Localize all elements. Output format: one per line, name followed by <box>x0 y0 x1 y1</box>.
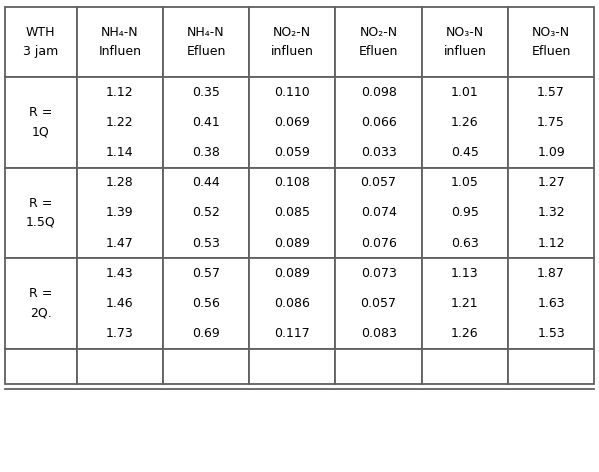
Bar <box>335 7 422 77</box>
Text: 0.44: 0.44 <box>192 176 220 189</box>
Text: 0.56: 0.56 <box>192 297 220 310</box>
Text: 1.22: 1.22 <box>106 116 134 129</box>
Bar <box>249 7 335 77</box>
Text: 1.26: 1.26 <box>451 327 479 340</box>
Text: 0.057: 0.057 <box>361 297 397 310</box>
Text: 1.87: 1.87 <box>537 267 565 280</box>
Bar <box>5 349 77 384</box>
Bar <box>163 168 249 258</box>
Text: 0.38: 0.38 <box>192 146 220 159</box>
Text: 1.01: 1.01 <box>451 85 479 99</box>
Text: 1.46: 1.46 <box>106 297 134 310</box>
Bar <box>77 168 163 258</box>
Text: 0.45: 0.45 <box>451 146 479 159</box>
Text: 0.073: 0.073 <box>361 267 397 280</box>
Text: 0.53: 0.53 <box>192 236 220 250</box>
Text: 0.089: 0.089 <box>274 236 310 250</box>
Text: R =
1Q: R = 1Q <box>29 106 53 138</box>
Bar <box>77 77 163 168</box>
Text: NO₂-N
influen: NO₂-N influen <box>271 26 314 58</box>
Text: 1.14: 1.14 <box>106 146 134 159</box>
Bar <box>335 168 422 258</box>
Bar <box>5 7 77 77</box>
Text: 0.086: 0.086 <box>274 297 310 310</box>
Bar <box>5 77 77 168</box>
Text: NO₃-N
Efluen: NO₃-N Efluen <box>531 26 571 58</box>
Text: 1.75: 1.75 <box>537 116 565 129</box>
Bar <box>335 77 422 168</box>
Text: 0.059: 0.059 <box>274 146 310 159</box>
Bar <box>77 258 163 349</box>
Text: 1.47: 1.47 <box>106 236 134 250</box>
Bar <box>422 77 508 168</box>
Text: 0.110: 0.110 <box>274 85 310 99</box>
Bar <box>77 7 163 77</box>
Text: 0.069: 0.069 <box>274 116 310 129</box>
Text: 0.35: 0.35 <box>192 85 220 99</box>
Bar <box>422 349 508 384</box>
Text: 0.089: 0.089 <box>274 267 310 280</box>
Text: NO₃-N
influen: NO₃-N influen <box>443 26 486 58</box>
Bar <box>249 258 335 349</box>
Text: 1.53: 1.53 <box>537 327 565 340</box>
Bar <box>5 168 77 258</box>
Text: 0.69: 0.69 <box>192 327 220 340</box>
Text: 1.63: 1.63 <box>537 297 565 310</box>
Bar <box>422 7 508 77</box>
Text: 1.05: 1.05 <box>451 176 479 189</box>
Text: 0.098: 0.098 <box>361 85 397 99</box>
Text: 0.95: 0.95 <box>451 206 479 219</box>
Bar <box>163 258 249 349</box>
Bar <box>508 349 594 384</box>
Bar <box>422 258 508 349</box>
Text: 1.26: 1.26 <box>451 116 479 129</box>
Bar <box>508 77 594 168</box>
Bar <box>163 349 249 384</box>
Bar <box>508 258 594 349</box>
Text: 1.12: 1.12 <box>106 85 134 99</box>
Bar <box>5 258 77 349</box>
Text: 1.43: 1.43 <box>106 267 134 280</box>
Text: 0.63: 0.63 <box>451 236 479 250</box>
Text: 0.108: 0.108 <box>274 176 310 189</box>
Text: 0.41: 0.41 <box>192 116 220 129</box>
Bar <box>163 77 249 168</box>
Text: 0.083: 0.083 <box>361 327 397 340</box>
Bar <box>508 7 594 77</box>
Text: 0.57: 0.57 <box>192 267 220 280</box>
Text: NH₄-N
Influen: NH₄-N Influen <box>98 26 141 58</box>
Text: 0.52: 0.52 <box>192 206 220 219</box>
Text: R =
1.5Q: R = 1.5Q <box>26 197 56 229</box>
Text: 1.39: 1.39 <box>106 206 134 219</box>
Text: 1.09: 1.09 <box>537 146 565 159</box>
Text: 1.57: 1.57 <box>537 85 565 99</box>
Text: R =
2Q.: R = 2Q. <box>29 287 53 320</box>
Text: 0.076: 0.076 <box>361 236 397 250</box>
Text: 1.28: 1.28 <box>106 176 134 189</box>
Text: 1.73: 1.73 <box>106 327 134 340</box>
Bar <box>249 349 335 384</box>
Bar <box>508 168 594 258</box>
Bar <box>422 168 508 258</box>
Text: 0.085: 0.085 <box>274 206 310 219</box>
Bar <box>335 349 422 384</box>
Text: 1.32: 1.32 <box>537 206 565 219</box>
Bar <box>77 349 163 384</box>
Text: 1.12: 1.12 <box>537 236 565 250</box>
Text: 0.057: 0.057 <box>361 176 397 189</box>
Bar <box>249 168 335 258</box>
Text: NO₂-N
Efluen: NO₂-N Efluen <box>359 26 398 58</box>
Bar <box>249 77 335 168</box>
Text: 1.21: 1.21 <box>451 297 479 310</box>
Text: NH₄-N
Efluen: NH₄-N Efluen <box>186 26 226 58</box>
Text: 1.13: 1.13 <box>451 267 479 280</box>
Text: WTH
3 jam: WTH 3 jam <box>23 26 58 58</box>
Bar <box>163 7 249 77</box>
Text: 1.27: 1.27 <box>537 176 565 189</box>
Text: 0.074: 0.074 <box>361 206 397 219</box>
Text: 0.117: 0.117 <box>274 327 310 340</box>
Text: 0.066: 0.066 <box>361 116 397 129</box>
Bar <box>335 258 422 349</box>
Text: 0.033: 0.033 <box>361 146 397 159</box>
